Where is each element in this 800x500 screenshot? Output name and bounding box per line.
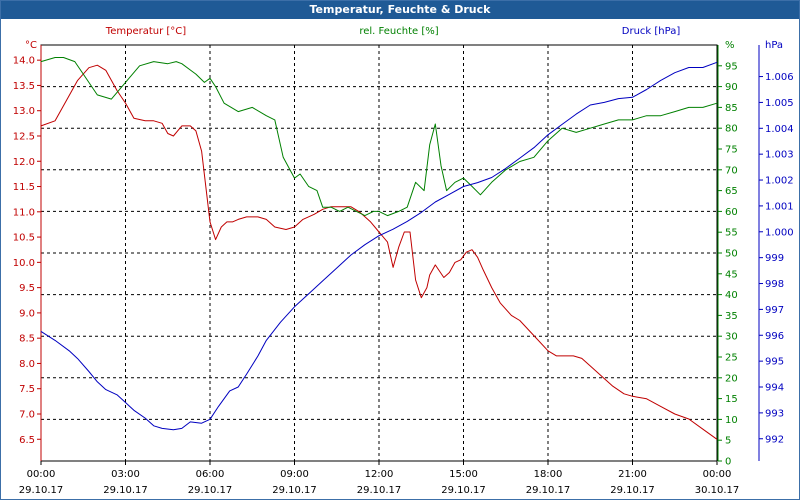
- pressure-tick-label: 1.004: [765, 124, 794, 135]
- x-tick-label-time: 18:00: [534, 469, 563, 480]
- temperature-tick-label: 11.0: [13, 207, 35, 218]
- pressure-tick-label: 995: [765, 357, 784, 368]
- temperature-tick-label: 13.5: [13, 81, 35, 92]
- legend-pressure: Druck [hPa]: [622, 26, 681, 37]
- temperature-unit-label: °C: [25, 40, 37, 51]
- humidity-tick-label: 10: [725, 415, 738, 426]
- temperature-tick-label: 10.0: [13, 258, 35, 269]
- x-tick-label-time: 09:00: [280, 469, 309, 480]
- pressure-tick-label: 1.005: [765, 98, 794, 109]
- legend-temperature: Temperatur [°C]: [105, 26, 186, 37]
- x-tick-label-date: 29.10.17: [103, 485, 148, 496]
- temperature-tick-label: 12.5: [13, 131, 35, 142]
- humidity-tick-label: 45: [725, 269, 738, 280]
- humidity-tick-label: 85: [725, 103, 738, 114]
- temperature-tick-label: 7.0: [19, 409, 35, 420]
- temperature-tick-label: 12.0: [13, 157, 35, 168]
- pressure-tick-label: 998: [765, 279, 784, 290]
- pressure-tick-label: 1.001: [765, 201, 794, 212]
- temperature-tick-label: 9.0: [19, 308, 35, 319]
- pressure-tick-label: 999: [765, 253, 784, 264]
- humidity-tick-label: 20: [725, 373, 738, 384]
- temperature-tick-label: 6.5: [19, 435, 35, 446]
- x-tick-label-time: 15:00: [449, 469, 478, 480]
- humidity-tick-label: 60: [725, 207, 738, 218]
- pressure-tick-label: 1.002: [765, 176, 794, 187]
- x-tick-label-date: 29.10.17: [441, 485, 486, 496]
- pressure-tick-label: 993: [765, 408, 784, 419]
- pressure-tick-label: 992: [765, 434, 784, 445]
- humidity-tick-label: 80: [725, 124, 738, 135]
- humidity-tick-label: 30: [725, 332, 738, 343]
- pressure-unit-label: hPa: [765, 40, 783, 51]
- x-tick-label-date: 30.10.17: [695, 485, 740, 496]
- x-tick-label-date: 29.10.17: [272, 485, 317, 496]
- humidity-tick-label: 15: [725, 394, 738, 405]
- humidity-tick-label: 95: [725, 61, 738, 72]
- humidity-tick-label: 0: [725, 457, 731, 468]
- humidity-tick-label: 25: [725, 353, 738, 364]
- humidity-tick-label: 65: [725, 186, 738, 197]
- pressure-tick-label: 1.000: [765, 227, 794, 238]
- x-tick-label-time: 00:00: [27, 469, 56, 480]
- temperature-tick-label: 7.5: [19, 384, 35, 395]
- pressure-tick-label: 1.003: [765, 150, 794, 161]
- x-tick-label-time: 12:00: [365, 469, 394, 480]
- x-tick-label-time: 21:00: [618, 469, 647, 480]
- temperature-tick-label: 11.5: [13, 182, 35, 193]
- temperature-tick-label: 10.5: [13, 233, 35, 244]
- x-tick-label-time: 03:00: [111, 469, 140, 480]
- window-title: Temperatur, Feuchte & Druck: [1, 1, 799, 19]
- humidity-tick-label: 40: [725, 290, 738, 301]
- humidity-unit-label: %: [725, 40, 735, 51]
- pressure-tick-label: 994: [765, 383, 784, 394]
- temperature-tick-label: 9.5: [19, 283, 35, 294]
- x-tick-label-date: 29.10.17: [526, 485, 571, 496]
- temperature-tick-label: 8.5: [19, 334, 35, 345]
- x-tick-label-date: 29.10.17: [188, 485, 233, 496]
- humidity-tick-label: 55: [725, 228, 738, 239]
- x-tick-label-time: 06:00: [196, 469, 225, 480]
- temperature-tick-label: 14.0: [13, 56, 35, 67]
- pressure-tick-label: 996: [765, 331, 784, 342]
- x-tick-label-date: 29.10.17: [610, 485, 655, 496]
- temperature-tick-label: 13.0: [13, 106, 35, 117]
- humidity-tick-label: 5: [725, 436, 731, 447]
- humidity-tick-label: 50: [725, 249, 738, 260]
- x-tick-label-date: 29.10.17: [19, 485, 64, 496]
- temperature-series-line: [40, 64, 718, 440]
- temperature-tick-label: 8.0: [19, 359, 35, 370]
- humidity-tick-label: 75: [725, 145, 738, 156]
- humidity-tick-label: 35: [725, 311, 738, 322]
- pressure-tick-label: 1.006: [765, 72, 794, 83]
- humidity-tick-label: 70: [725, 165, 738, 176]
- legend-humidity: rel. Feuchte [%]: [359, 26, 438, 37]
- pressure-tick-label: 997: [765, 305, 784, 316]
- pressure-series-line: [40, 61, 718, 431]
- humidity-series-line: [40, 57, 718, 217]
- x-tick-label-time: 00:00: [703, 469, 732, 480]
- humidity-tick-label: 90: [725, 82, 738, 93]
- x-tick-label-date: 29.10.17: [357, 485, 402, 496]
